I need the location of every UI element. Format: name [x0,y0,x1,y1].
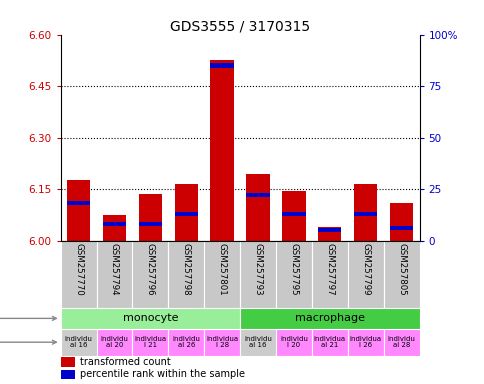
Text: GSM257795: GSM257795 [289,243,298,296]
Bar [389,203,412,240]
Bar [383,240,419,308]
Text: GSM257770: GSM257770 [74,243,83,296]
Text: GSM257794: GSM257794 [110,243,119,296]
Bar [347,329,383,356]
Title: GDS3555 / 3170315: GDS3555 / 3170315 [170,20,309,33]
Bar [103,215,126,240]
Bar [96,240,132,308]
Text: GSM257793: GSM257793 [253,243,262,296]
Text: percentile rank within the sample: percentile rank within the sample [80,369,245,379]
Text: individua
l 21: individua l 21 [134,336,166,348]
Bar [168,329,204,356]
Bar [240,329,275,356]
Text: GSM257801: GSM257801 [217,243,226,296]
Text: transformed count: transformed count [80,357,171,367]
Text: individu
al 28: individu al 28 [387,336,415,348]
Text: GSM257798: GSM257798 [182,243,190,296]
Text: GSM257797: GSM257797 [325,243,333,296]
Bar [138,222,162,226]
Bar [240,308,419,329]
Bar [389,226,412,230]
Text: individu
al 20: individu al 20 [100,336,128,348]
Text: monocyte: monocyte [122,313,178,323]
Text: individua
l 26: individua l 26 [349,336,381,348]
Bar [240,240,275,308]
Text: individu
al 26: individu al 26 [172,336,200,348]
Bar [246,174,269,240]
Bar [60,370,75,379]
Text: individual: individual [0,337,56,347]
Text: GSM257796: GSM257796 [146,243,154,296]
Bar [311,240,347,308]
Text: individu
al 16: individu al 16 [64,336,92,348]
Text: cell type: cell type [0,313,56,323]
Bar [60,358,75,367]
Bar [138,194,162,240]
Bar [311,329,347,356]
Text: macrophage: macrophage [294,313,364,323]
Bar [67,180,90,240]
Bar [210,63,233,68]
Bar [168,240,204,308]
Text: GSM257805: GSM257805 [396,243,405,296]
Bar [210,60,233,240]
Bar [60,329,96,356]
Bar [353,212,377,216]
Bar [103,222,126,226]
Bar [282,212,305,216]
Bar [174,184,197,240]
Bar [132,329,168,356]
Bar [60,240,96,308]
Bar [282,191,305,240]
Bar [275,329,311,356]
Bar [347,240,383,308]
Bar [318,228,341,232]
Bar [174,212,197,216]
Bar [246,193,269,197]
Bar [60,308,240,329]
Bar [318,227,341,240]
Bar [67,201,90,205]
Text: individua
al 21: individua al 21 [313,336,345,348]
Bar [96,329,132,356]
Bar [204,240,240,308]
Bar [132,240,168,308]
Text: individu
al 16: individu al 16 [243,336,272,348]
Bar [383,329,419,356]
Bar [204,329,240,356]
Bar [275,240,311,308]
Text: individu
l 20: individu l 20 [279,336,307,348]
Text: individua
l 28: individua l 28 [206,336,238,348]
Text: GSM257799: GSM257799 [361,243,369,296]
Bar [353,184,377,240]
